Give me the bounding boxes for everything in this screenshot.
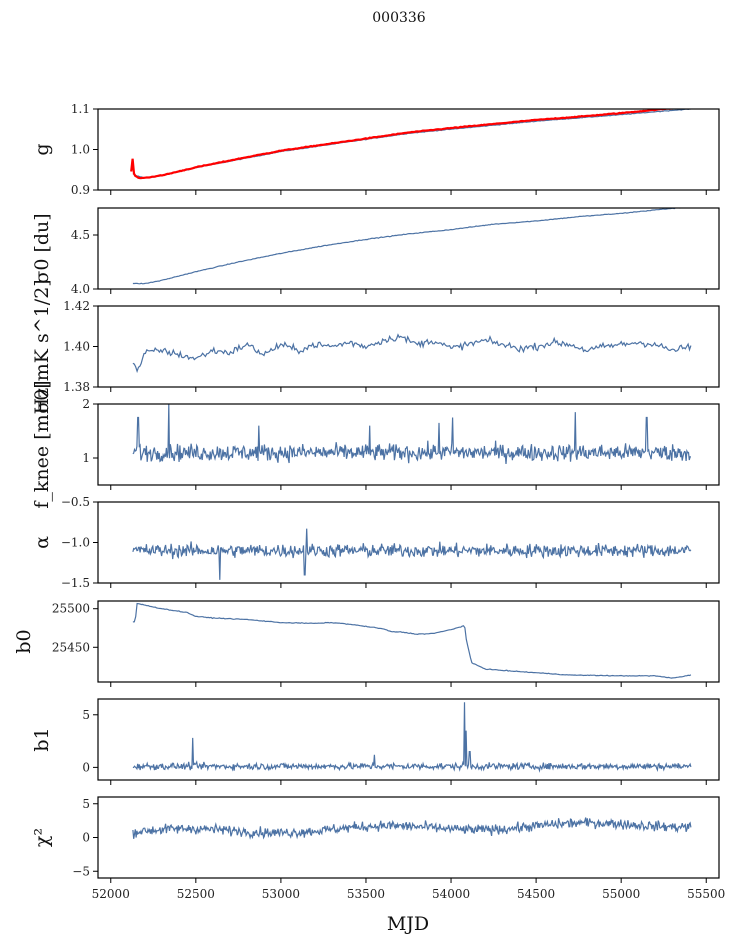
x-axis-label: MJD: [387, 913, 429, 935]
axes-frame: [97, 698, 720, 781]
panel-0: 0.9 1.0 1.1 g: [31, 102, 720, 197]
series-b1: [132, 702, 692, 773]
y-tick-label: 4.0: [71, 282, 90, 296]
y-tick-label: 1.42: [63, 299, 90, 313]
y-tick-label: 5: [82, 708, 90, 722]
axes-frame: [97, 108, 720, 191]
x-tick-label: 54000: [432, 887, 470, 901]
series-sigma0-mK: [132, 333, 692, 374]
y-tick-label: −1.5: [61, 576, 90, 590]
y-tick-label: −5: [72, 864, 90, 878]
panel-3: 1 2 f_knee [mHz]: [31, 380, 720, 509]
y-axis-label: b1: [31, 727, 53, 751]
series-gain-fit: [130, 109, 682, 180]
series-fknee: [132, 404, 692, 465]
y-tick-label: 25450: [52, 640, 90, 654]
y-axis-label: σ0 [du]: [31, 213, 53, 283]
y-tick-label: 1: [82, 451, 90, 465]
series-sigma0-du: [132, 208, 685, 285]
axes-frame: [97, 600, 720, 683]
panel-2: 1.38 1.40 1.42 σ0[mK s^1/2]: [31, 279, 720, 414]
series-b0: [132, 602, 692, 679]
y-axis-label: g: [31, 143, 53, 155]
y-tick-label: 2: [82, 397, 90, 411]
y-tick-label: 1.40: [63, 340, 90, 354]
y-axis-label: α: [31, 536, 53, 549]
axes-frame: [97, 207, 720, 290]
x-tick-label: 53000: [262, 887, 300, 901]
panel-4: −1.5 −1.0 −0.5 α: [31, 495, 720, 590]
y-tick-label: 0: [82, 831, 90, 845]
series-alpha: [132, 528, 692, 580]
axes-frame: [97, 403, 720, 486]
series-gain: [132, 109, 691, 179]
panel-6: 0 5 b1: [31, 698, 720, 785]
series-chi2: [132, 817, 692, 840]
y-tick-label: 1.1: [71, 102, 90, 116]
y-tick-label: −0.5: [61, 495, 90, 509]
y-axis-label: b0: [13, 629, 35, 653]
x-tick-label: 52500: [177, 887, 215, 901]
y-axis-label: χ²: [31, 828, 53, 847]
x-tick-label: 55000: [602, 887, 640, 901]
y-axis-label: σ0[mK s^1/2]: [31, 279, 53, 413]
y-tick-label: 5: [82, 797, 90, 811]
panel-5: 25450 25500 b0: [13, 600, 720, 687]
y-tick-label: 25500: [52, 602, 90, 616]
figure-title: 000336: [372, 10, 426, 26]
y-tick-label: −1.0: [61, 536, 90, 550]
axes-frame: [97, 305, 720, 388]
y-tick-label: 0.9: [71, 183, 90, 197]
x-tick-label: 55500: [687, 887, 725, 901]
panel-1: 4.0 4.5 σ0 [du]: [31, 207, 720, 296]
axes-frame: [97, 796, 720, 879]
y-axis-label: f_knee [mHz]: [31, 380, 53, 508]
x-tick-label: 53500: [347, 887, 385, 901]
y-tick-label: 4.5: [71, 228, 90, 242]
y-tick-label: 1.38: [63, 380, 90, 394]
panel-7: −5 0 5 52000 52500 53000 53500 54000 54500 55000 5…: [31, 796, 725, 901]
x-tick-label: 54500: [517, 887, 555, 901]
y-tick-label: 1.0: [71, 143, 90, 157]
x-tick-label: 52000: [92, 887, 130, 901]
y-tick-label: 0: [82, 760, 90, 774]
